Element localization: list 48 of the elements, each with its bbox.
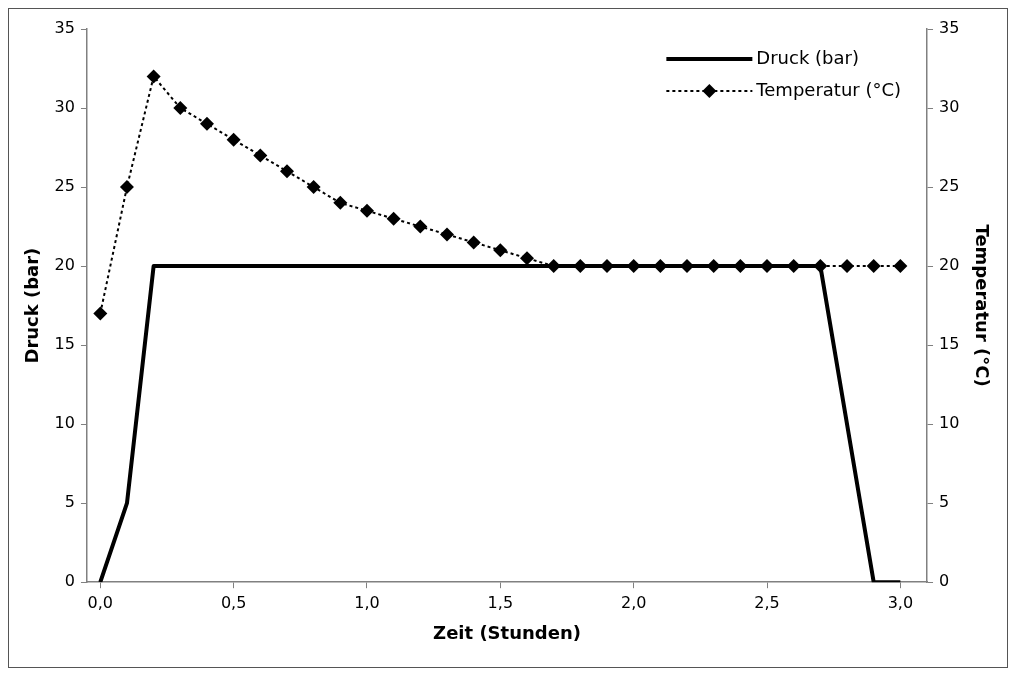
point xyxy=(466,235,481,250)
point xyxy=(226,132,241,147)
y-tick-label: 25 xyxy=(54,176,75,196)
y-tick-label: 20 xyxy=(54,255,75,275)
y2-axis-title: Temperatur (°C) xyxy=(971,224,993,387)
y2-tick-label: 0 xyxy=(939,571,950,591)
x-tick-label: 3,0 xyxy=(887,592,914,612)
point xyxy=(199,116,214,131)
point xyxy=(173,101,188,116)
legend-label: Druck (bar) xyxy=(756,46,859,68)
y-tick-label: 10 xyxy=(54,413,75,433)
x-axis-title: Zeit (Stunden) xyxy=(433,621,581,643)
point xyxy=(359,203,374,218)
legend-label: Temperatur (°C) xyxy=(755,78,902,100)
y2-tick-label: 5 xyxy=(939,492,950,512)
y-tick-label: 0 xyxy=(64,571,75,591)
point xyxy=(893,259,908,274)
y2-tick-label: 30 xyxy=(939,97,960,117)
y-tick-label: 35 xyxy=(54,18,75,38)
point xyxy=(493,243,508,258)
point xyxy=(253,148,268,163)
point xyxy=(413,219,428,234)
x-tick-label: 0,5 xyxy=(220,592,247,612)
y-tick-label: 30 xyxy=(54,97,75,117)
x-tick-label: 1,0 xyxy=(354,592,380,612)
point xyxy=(333,195,348,210)
x-tick-label: 1,5 xyxy=(487,592,514,612)
point xyxy=(146,69,161,84)
y2-tick-label: 15 xyxy=(939,334,960,354)
y2-tick-label: 10 xyxy=(939,413,960,433)
point xyxy=(119,180,134,195)
point xyxy=(306,180,321,195)
y-tick-label: 5 xyxy=(64,492,75,512)
y-axis-title: Druck (bar) xyxy=(21,247,43,364)
y2-tick-label: 20 xyxy=(939,255,960,275)
point xyxy=(840,259,855,274)
y2-tick-label: 35 xyxy=(939,18,960,38)
point xyxy=(866,259,881,274)
x-tick-label: 0,0 xyxy=(87,592,114,612)
x-tick-label: 2,5 xyxy=(754,592,780,612)
y-tick-label: 15 xyxy=(54,334,75,354)
point xyxy=(279,164,294,179)
x-tick-label: 2,0 xyxy=(620,592,647,612)
y2-tick-label: 25 xyxy=(939,176,960,196)
point xyxy=(520,251,534,266)
point xyxy=(386,211,401,226)
point xyxy=(93,306,108,321)
point xyxy=(439,227,454,242)
